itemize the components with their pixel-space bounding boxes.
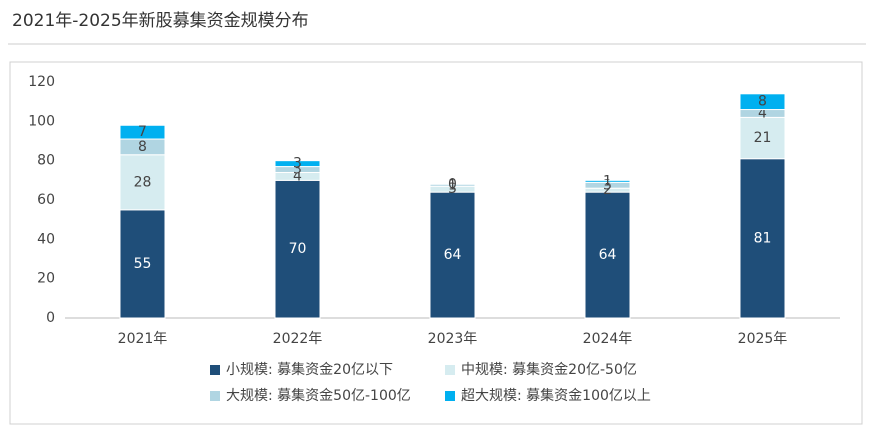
bar-segment bbox=[119, 124, 166, 140]
bar-segment bbox=[739, 158, 786, 319]
data-label: 4 bbox=[758, 105, 767, 121]
data-label: 7 bbox=[138, 124, 147, 140]
legend-swatch bbox=[210, 365, 220, 375]
x-tick-label: 2021年 bbox=[118, 331, 168, 347]
data-label: 2 bbox=[603, 182, 612, 198]
bar-segment bbox=[584, 179, 631, 183]
y-tick-label: 20 bbox=[37, 271, 55, 287]
data-label: 70 bbox=[289, 241, 307, 257]
data-label: 81 bbox=[754, 230, 772, 246]
data-label: 3 bbox=[293, 156, 302, 172]
legend-label: 大规模: 募集资金50亿-100亿 bbox=[226, 387, 411, 404]
chart-title: 2021年-2025年新股募集资金规模分布 bbox=[12, 11, 309, 31]
x-tick-label: 2023年 bbox=[428, 331, 478, 347]
data-label: 21 bbox=[754, 130, 772, 146]
data-label: 3 bbox=[448, 181, 457, 197]
y-tick-label: 60 bbox=[37, 192, 55, 208]
y-tick-label: 80 bbox=[37, 153, 55, 169]
bar-segment bbox=[274, 160, 321, 168]
legend-swatch bbox=[445, 365, 455, 375]
legend-swatch bbox=[210, 391, 220, 401]
y-tick-label: 100 bbox=[28, 113, 55, 129]
data-label: 8 bbox=[138, 139, 147, 155]
bar-segment bbox=[584, 191, 631, 319]
bar-segment bbox=[429, 183, 476, 187]
data-label: 55 bbox=[134, 256, 152, 272]
bar-segment bbox=[739, 93, 786, 111]
x-tick-label: 2024年 bbox=[583, 331, 633, 347]
x-tick-label: 2022年 bbox=[273, 331, 323, 347]
y-tick-label: 120 bbox=[28, 74, 55, 90]
data-label: 1 bbox=[603, 173, 612, 189]
legend-label: 中规模: 募集资金20亿-50亿 bbox=[461, 361, 637, 378]
data-label: 0 bbox=[448, 176, 457, 192]
bar-segment bbox=[274, 179, 321, 319]
data-label: 8 bbox=[758, 94, 767, 110]
data-label: 64 bbox=[599, 247, 617, 263]
data-label: 1 bbox=[448, 177, 457, 193]
legend-swatch bbox=[445, 391, 455, 401]
x-tick-label: 2025年 bbox=[738, 331, 788, 347]
bar-segment bbox=[119, 154, 166, 211]
data-label: 28 bbox=[134, 174, 152, 190]
legend-label: 超大规模: 募集资金100亿以上 bbox=[461, 387, 651, 404]
bar-segment bbox=[429, 191, 476, 319]
y-tick-label: 40 bbox=[37, 231, 55, 247]
legend-label: 小规模: 募集资金20亿以下 bbox=[226, 361, 393, 378]
data-label: 3 bbox=[603, 177, 612, 193]
data-label: 3 bbox=[293, 162, 302, 178]
data-label: 64 bbox=[444, 247, 462, 263]
data-label: 4 bbox=[293, 168, 302, 184]
y-tick-label: 0 bbox=[46, 310, 55, 326]
